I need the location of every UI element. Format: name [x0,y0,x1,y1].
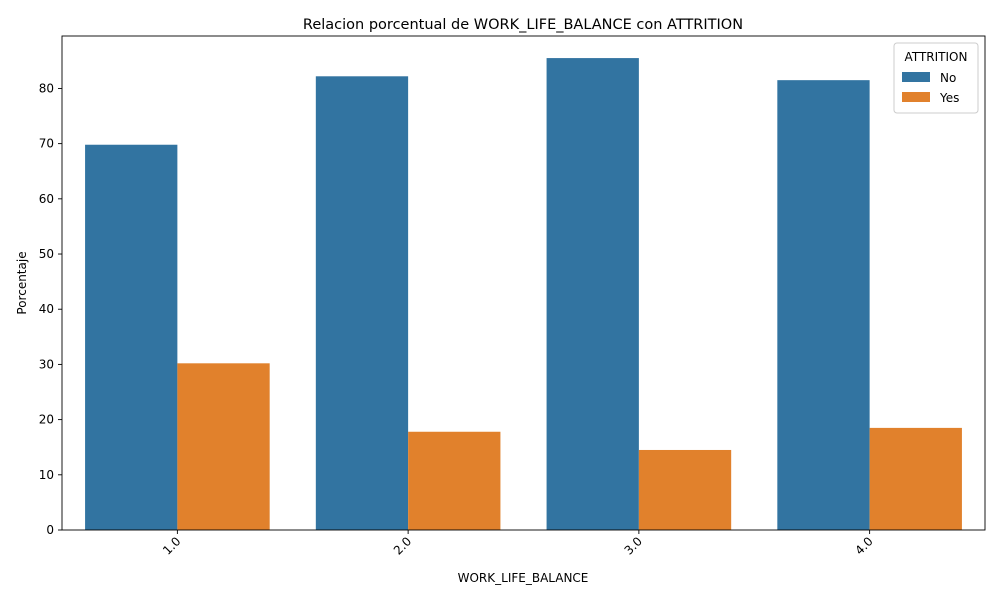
y-tick-label: 50 [39,247,54,261]
chart-title: Relacion porcentual de WORK_LIFE_BALANCE… [303,17,743,33]
legend-swatch-yes [902,92,930,102]
bar-no-3.0 [546,58,639,530]
y-axis-label: Porcentaje [15,251,29,314]
y-tick-label: 70 [39,137,54,151]
plot-area: 0 10 20 30 40 50 60 70 80 1.0 2.0 3.0 4.0 [39,35,986,558]
y-tick-label: 80 [39,81,54,95]
y-tick-label: 30 [39,357,54,371]
bar-no-1.0 [85,144,178,530]
legend-label-no: No [940,71,956,85]
x-axis-label: WORK_LIFE_BALANCE [458,571,589,585]
bar-yes-1.0 [177,363,270,530]
y-tick-label: 20 [39,413,54,427]
y-tick-label: 10 [39,468,54,482]
y-tick-label: 60 [39,192,54,206]
x-tick-label: 1.0 [160,534,183,557]
legend-swatch-no [902,72,930,82]
x-tick-label: 4.0 [852,534,875,557]
legend: ATTRITION No Yes [893,42,979,114]
bar-no-4.0 [777,80,870,530]
x-tick-label: 2.0 [391,534,414,557]
bar-yes-2.0 [408,431,501,530]
y-tick-label: 40 [39,302,54,316]
y-tick-label: 0 [46,523,54,537]
axes-frame [61,35,986,531]
bar-yes-4.0 [869,427,962,530]
bar-yes-3.0 [638,449,732,530]
legend-label-yes: Yes [939,91,959,105]
x-tick-label: 3.0 [622,534,645,557]
legend-title: ATTRITION [905,50,968,64]
bar-no-2.0 [315,76,409,531]
